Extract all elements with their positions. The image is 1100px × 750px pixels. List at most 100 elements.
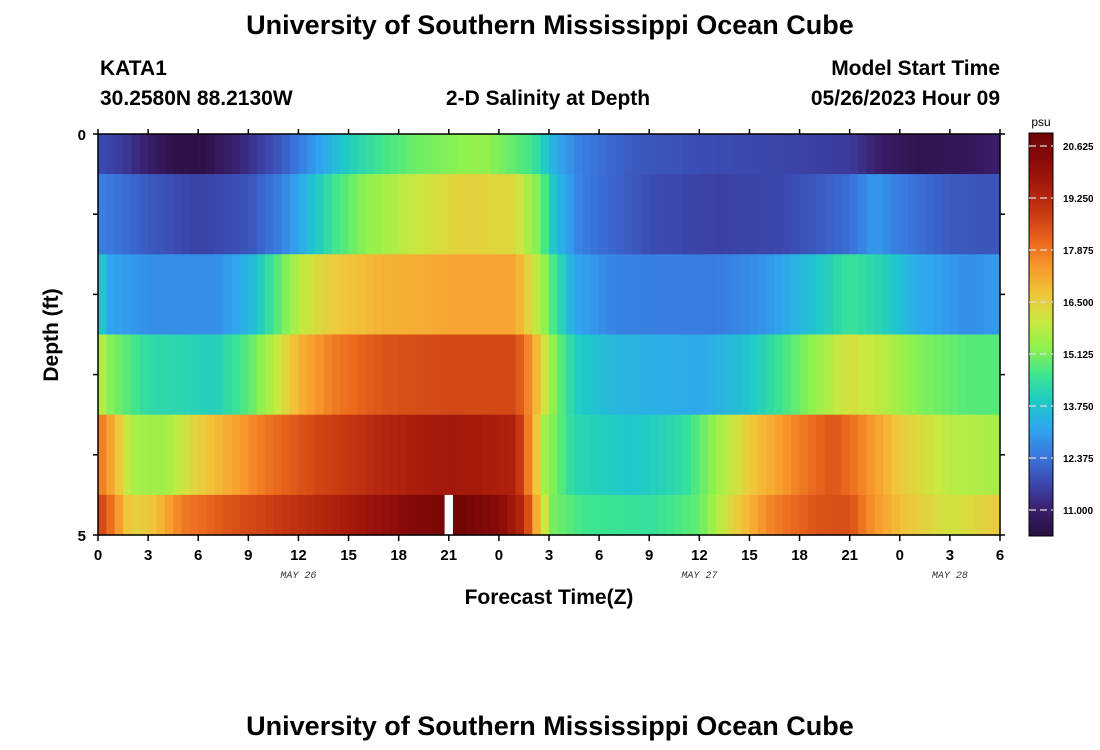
heatmap-cell [290,134,300,175]
y-tick-label: 0 [78,127,86,144]
heatmap-cell [599,134,609,175]
heatmap-cell [457,134,467,175]
heatmap-cell [139,334,149,416]
heatmap-cell [373,174,383,255]
heatmap-cell [807,134,817,175]
heatmap-cell [665,174,675,255]
heatmap-cell [782,174,792,255]
heatmap-cell [198,134,208,175]
heatmap-cell [507,174,517,255]
x-tick-label: 12 [691,547,708,564]
salinity-heatmap [98,134,1001,536]
heatmap-cell [590,414,600,496]
heatmap-cell [223,254,233,336]
heatmap-cell [766,174,776,255]
heatmap-cell [557,414,567,496]
heatmap-cell [757,414,767,496]
heatmap-cell [640,254,650,336]
heatmap-cell [690,494,700,536]
heatmap-cell [908,174,918,255]
x-tick-label: 9 [645,547,653,564]
heatmap-cell [473,414,483,496]
heatmap-cell [849,494,859,536]
heatmap-cell [239,134,249,175]
heatmap-cell [306,414,316,496]
heatmap-cell [356,254,366,336]
heatmap-cell [281,334,291,416]
heatmap-cell [741,134,751,175]
heatmap-cell [373,254,383,336]
heatmap-cell [173,334,183,416]
heatmap-cell [649,414,659,496]
heatmap-cell [423,414,433,496]
heatmap-cell [716,134,725,175]
heatmap-cell [991,494,1001,536]
heatmap-cell [682,134,692,175]
x-tick-label: 6 [194,547,202,564]
heatmap-cell [532,134,542,175]
heatmap-cell [958,414,968,496]
heatmap-cell [665,414,675,496]
x-tick-label: 0 [896,547,904,564]
date-label: MAY 26 [280,571,316,582]
heatmap-cell [983,254,993,336]
heatmap-cell [707,334,717,416]
heatmap-cell [465,494,475,536]
heatmap-cell [824,134,834,175]
heatmap-cell [256,134,266,175]
heatmap-cell [273,414,283,496]
heatmap-cell [590,134,600,175]
heatmap-cell [248,174,258,255]
heatmap-cell [665,254,675,336]
heatmap-cell [908,254,918,336]
heatmap-cell [114,174,124,255]
heatmap-cell [148,334,158,416]
heatmap-cell [523,414,533,496]
heatmap-cell [440,174,450,255]
heatmap-cell [398,494,408,536]
heatmap-cell [390,414,400,496]
heatmap-cell [916,174,926,255]
heatmap-cell [716,254,725,336]
heatmap-cell [465,414,475,496]
heatmap-cell [974,174,984,255]
heatmap-cell [799,494,809,536]
chart-subtitle: 2-D Salinity at Depth [446,87,650,110]
heatmap-cell [398,254,408,336]
heatmap-cell [298,494,308,536]
heatmap-cell [198,174,208,255]
heatmap-cell [239,494,249,536]
heatmap-cell [974,254,984,336]
heatmap-cell [891,134,901,175]
heatmap-cell [891,494,901,536]
heatmap-cell [874,254,884,336]
heatmap-cell [724,494,734,536]
heatmap-cell [749,174,759,255]
heatmap-cell [114,494,124,536]
x-tick-label: 6 [996,547,1004,564]
heatmap-cell [256,254,266,336]
x-tick-label: 3 [144,547,152,564]
heatmap-cell [974,414,984,496]
heatmap-cell [231,334,241,416]
heatmap-cell [749,334,759,416]
heatmap-cell [532,414,542,496]
heatmap-cell [707,134,717,175]
heatmap-cell [983,334,993,416]
x-axis-label: Forecast Time(Z) [465,586,634,609]
heatmap-cell [448,334,458,416]
heatmap-cell [331,414,341,496]
heatmap-cell [348,134,358,175]
colorbar-tick-label: 16.500 [1063,298,1094,309]
heatmap-cell [749,254,759,336]
heatmap-cell [315,334,325,416]
station-id: KATA1 [100,57,167,80]
heatmap-cell [98,254,107,336]
heatmap-cell [690,414,700,496]
heatmap-cell [123,334,133,416]
heatmap-cell [448,134,458,175]
heatmap-cell [757,134,767,175]
heatmap-cell [540,254,550,336]
colorbar-unit: psu [1031,115,1050,129]
heatmap-cell [924,334,934,416]
